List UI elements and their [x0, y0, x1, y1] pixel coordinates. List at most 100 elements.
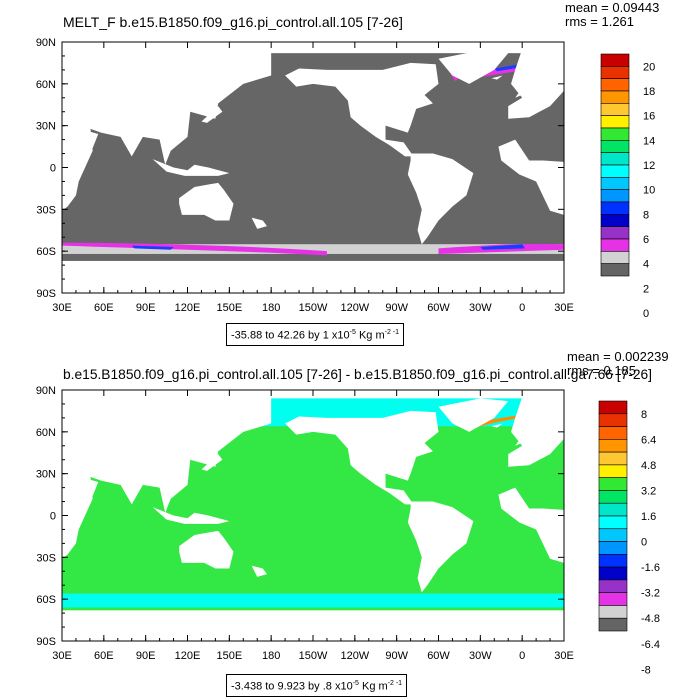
- lat-tick-label: 90N: [36, 385, 56, 397]
- colorbar-swatch: [600, 214, 630, 227]
- colorbar-swatch: [600, 53, 630, 67]
- colorbar-swatch: [600, 127, 630, 141]
- top-range-label: -35.88 to 42.26 by 1 x10-5 Kg m-2 -1: [226, 323, 405, 346]
- colorbar-label: 14: [643, 135, 655, 147]
- colorbar-swatch: [598, 502, 628, 517]
- lon-tick-label: 120E: [175, 302, 201, 314]
- colorbar-swatch: [600, 164, 630, 178]
- lon-tick-label: 60W: [427, 302, 450, 314]
- colorbar-label: 3.2: [641, 485, 656, 497]
- lon-tick-label: 30E: [554, 650, 574, 662]
- lat-tick-label: 90S: [36, 288, 56, 300]
- lon-tick-label: 90W: [385, 302, 408, 314]
- lat-tick-label: 60N: [36, 79, 56, 91]
- colorbar-swatch: [598, 413, 628, 427]
- lon-tick-label: 60W: [427, 650, 450, 662]
- colorbar-label: 18: [643, 86, 655, 98]
- bottom-range-label: -3.438 to 9.923 by .8 x10-5 Kg m-2 -1: [226, 674, 408, 697]
- lat-tick-label: 90S: [36, 636, 56, 648]
- lon-tick-label: 30W: [469, 302, 492, 314]
- colorbar-label: -4.8: [641, 613, 660, 625]
- colorbar-swatch: [598, 617, 628, 632]
- top-rms: rms = 1.261: [565, 14, 635, 29]
- colorbar-swatch: [598, 477, 628, 491]
- lat-tick-label: 90N: [36, 37, 56, 49]
- colorbar-label: -1.6: [641, 562, 660, 574]
- colorbar-swatch: [598, 528, 628, 542]
- colorbar-label: 1.6: [641, 511, 656, 523]
- colorbar-swatch: [598, 592, 628, 606]
- lon-tick-label: 0: [519, 650, 525, 662]
- colorbar-swatch: [598, 515, 628, 530]
- colorbar-swatch: [600, 201, 630, 215]
- bottom-title: b.e15.B1850.f09_g16.pi_control.all.105 […: [63, 366, 652, 382]
- colorbar-swatch: [600, 263, 630, 277]
- lon-tick-label: 120W: [340, 302, 369, 314]
- bottom-colorbar: 8 6.4 4.8 3.2 1.6 0 -1.6 -3.2 -4.8 -6.4 -8: [598, 400, 660, 676]
- colorbar-swatch: [598, 579, 628, 593]
- lon-tick-label: 90E: [136, 650, 156, 662]
- colorbar-swatch: [600, 238, 630, 252]
- lat-tick-label: 60S: [36, 246, 56, 258]
- lon-tick-label: 30W: [469, 650, 492, 662]
- colorbar-label: 8: [641, 409, 647, 421]
- top-title: MELT_F b.e15.B1850.f09_g16.pi_control.al…: [63, 14, 403, 30]
- colorbar-swatch: [600, 115, 630, 129]
- colorbar-swatch: [600, 78, 630, 92]
- colorbar-label: 12: [643, 160, 655, 172]
- lat-tick-label: 30S: [36, 204, 56, 216]
- lat-tick-label: 30N: [36, 121, 56, 133]
- bottom-map: [62, 390, 564, 641]
- colorbar-swatch: [600, 251, 630, 264]
- lon-tick-label: 90W: [385, 650, 408, 662]
- lon-tick-label: 120W: [340, 650, 369, 662]
- colorbar-swatch: [600, 152, 630, 166]
- lat-tick-label: 60S: [36, 594, 56, 606]
- colorbar-swatch: [600, 66, 630, 79]
- lon-tick-label: 150W: [299, 302, 328, 314]
- top-southern-melt-band: [62, 242, 564, 256]
- lon-tick-label: 30E: [52, 302, 72, 314]
- colorbar-swatch: [600, 90, 630, 104]
- colorbar-swatch: [598, 541, 628, 555]
- colorbar-swatch: [598, 439, 628, 453]
- bottom-range-prefix: -3.438 to 9.923 by .8 x10: [231, 680, 353, 693]
- top-mean: mean = 0.09443: [565, 0, 660, 15]
- colorbar-label: 20: [643, 61, 655, 73]
- colorbar-swatch: [600, 226, 630, 240]
- bottom-range-unit: Kg m: [358, 680, 388, 693]
- lon-tick-label: 120E: [175, 650, 201, 662]
- bottom-mean: mean = 0.002239: [567, 349, 669, 364]
- colorbar-label: 10: [643, 185, 655, 197]
- colorbar-label: -8: [641, 664, 651, 676]
- top-range-unit-exp: -2 -1: [384, 329, 400, 336]
- lat-tick-label: 30S: [36, 552, 56, 564]
- colorbar-swatch: [598, 451, 628, 466]
- lon-tick-label: 150E: [216, 302, 242, 314]
- colorbar-label: -3.2: [641, 588, 660, 600]
- colorbar-swatch: [598, 400, 628, 415]
- bottom-axes: 30E 60E 90E 120E 150E 180 150W 120W 90W 60W 30W 0 30…: [36, 385, 574, 662]
- bottom-southern-band: [62, 593, 564, 608]
- lon-tick-label: 150E: [216, 650, 242, 662]
- colorbar-swatch: [598, 554, 628, 568]
- colorbar-swatch: [598, 464, 628, 478]
- colorbar-label: 2: [643, 283, 649, 295]
- lon-tick-label: 150W: [299, 650, 328, 662]
- top-range-exp: -5: [349, 329, 356, 336]
- lon-tick-label: 180: [262, 302, 280, 314]
- colorbar-swatch: [600, 177, 630, 190]
- lat-tick-label: 60N: [36, 427, 56, 439]
- bottom-range-unit-exp: -2 -1: [387, 680, 403, 687]
- colorbar-swatch: [600, 140, 630, 153]
- colorbar-swatch: [598, 426, 628, 440]
- bottom-panel: b.e15.B1850.f09_g16.pi_control.all.105 […: [36, 366, 660, 676]
- lon-tick-label: 60E: [94, 650, 114, 662]
- top-axes: 30E 60E 90E 120E 150E 180 150W 120W 90W 60W 30W 0 30…: [36, 37, 574, 314]
- bottom-range-exp: -5: [352, 680, 359, 687]
- colorbar-label: 6: [643, 234, 649, 246]
- colorbar-label: 0: [641, 537, 647, 549]
- lat-tick-label: 30N: [36, 469, 56, 481]
